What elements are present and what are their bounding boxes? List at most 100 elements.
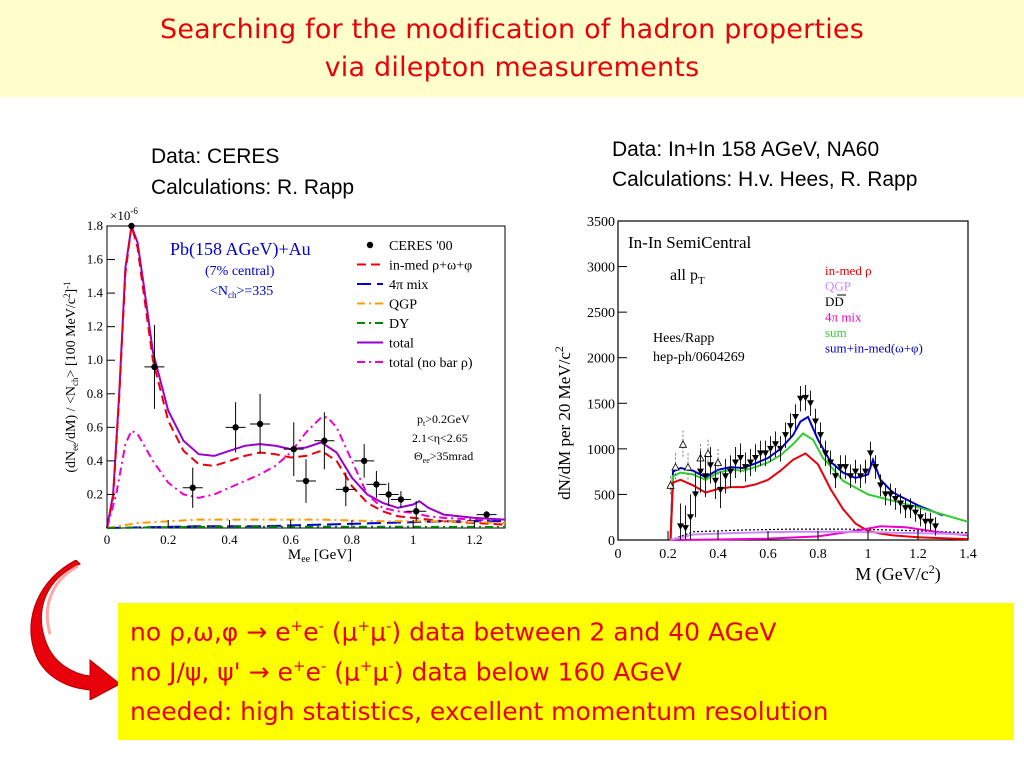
na60-open-point (683, 462, 693, 471)
ceres-legend-label: QGP (389, 298, 417, 313)
na60-title: In-In SemiCentral (628, 233, 751, 252)
ceres-data-point (128, 222, 135, 230)
curved-arrow-icon (30, 560, 121, 700)
na60-data-point (777, 445, 784, 453)
ceres-y-multiplier: ×10-6 (110, 206, 138, 223)
na60-data-point (877, 482, 884, 489)
na60-data-point (832, 473, 839, 480)
ceres-y-tick-label: 1.0 (87, 352, 103, 367)
ceres-x-tick-label: 0.8 (344, 532, 360, 547)
na60-legend-label: sum (825, 325, 847, 340)
title-line-2: via dilepton measurements (324, 52, 700, 83)
na60-data-point (697, 468, 704, 476)
na60-x-tick-label: 0.2 (659, 547, 677, 562)
na60-y-tick-label: 2500 (587, 306, 615, 321)
left-caption-calc: Calculations: R. Rapp (151, 176, 355, 199)
na60-data-point (902, 505, 909, 512)
na60-y-tick-label: 3000 (587, 261, 615, 276)
na60-x-tick-label: 0.8 (809, 547, 827, 562)
na60-data-point (912, 509, 919, 517)
na60-data-point (847, 473, 854, 480)
na60-data-point (737, 454, 744, 462)
na60-open-point (666, 480, 675, 489)
na60-data-point (857, 473, 864, 480)
na60-x-tick-label: 0.4 (709, 547, 727, 562)
na60-ref-authors: Hees/Rapp (653, 331, 714, 346)
na60-legend-label: in-med ρ (825, 263, 872, 278)
ceres-centrality: (7% central) (205, 264, 275, 279)
na60-open-point (671, 462, 680, 471)
na60-data-point (812, 418, 819, 426)
na60-y-tick-label: 3500 (587, 215, 615, 230)
na60-series-1 (669, 432, 969, 541)
na60-legend-label: DD (825, 294, 844, 309)
na60-data-point (882, 491, 889, 498)
na60-data-point (732, 459, 739, 467)
ceres-y-tick-label: 0.6 (87, 419, 104, 434)
right-caption-calc: Calculations: H.v. Hees, R. Rapp (612, 168, 918, 191)
na60-y-tick-label: 2000 (587, 352, 615, 367)
ceres-data-point (189, 484, 196, 491)
ceres-data-point (321, 437, 328, 444)
summary-line-2: no J/ψ, ψ' → e+e- (μ+μ-) data below 160 … (130, 657, 682, 687)
na60-data-point (742, 464, 749, 471)
na60-data-point (852, 468, 859, 476)
ceres-y-tick-label: 0.8 (87, 386, 103, 401)
na60-data-point (727, 468, 734, 476)
ceres-x-tick-label: 1.2 (466, 532, 482, 547)
na60-data-point (747, 459, 754, 467)
na60-data-point (807, 400, 814, 407)
ceres-x-tick-label: 1 (410, 532, 417, 547)
na60-data-point (917, 514, 924, 521)
na60-ref-arxiv: hep-ph/0604269 (653, 350, 745, 365)
ceres-legend-marker (366, 241, 374, 249)
na60-data-point (787, 423, 794, 430)
na60-y-tick-label: 1500 (587, 397, 615, 412)
ceres-cut-eta: 2.1<η<2.65 (412, 431, 468, 445)
na60-data-point (862, 468, 869, 476)
na60-x-tick-label: 0.6 (759, 547, 777, 562)
na60-data-point (817, 432, 824, 439)
na60-series-2 (669, 452, 969, 541)
na60-open-point (678, 439, 688, 448)
na60-data-point (927, 518, 934, 526)
na60-data-point (827, 459, 834, 467)
ceres-data-point (397, 496, 405, 503)
na60-legend-label: QGP (825, 279, 851, 294)
na60-data-point (702, 473, 709, 480)
na60-legend-label: sum+in-med(ω+φ) (825, 341, 923, 356)
na60-data-point (922, 518, 929, 526)
ceres-chart: 0 0.2 0.4 0.6 0.8 1 1.2 0.2 0.4 0.6 0.8 1.0 1.2 1.4 1.… (62, 206, 506, 565)
summary-box: no ρ,ω,φ → e+e- (μ+μ-) data between 2 an… (118, 603, 1014, 740)
na60-data-point (932, 523, 939, 530)
ceres-x-label: Mee [GeV] (288, 547, 352, 565)
ceres-y-label: (dNee/dM) / <Nch> [100 MeV/c2]-1 (62, 281, 80, 472)
na60-data-point (792, 413, 799, 421)
na60-open-point (713, 458, 723, 466)
na60-y-tick-label: 500 (594, 488, 615, 503)
ceres-cut-pt: pt>0.2GeV (417, 412, 470, 428)
ceres-data-point (483, 511, 490, 518)
ceres-data-point (342, 486, 349, 493)
na60-x-tick-label: 1.2 (909, 547, 927, 562)
na60-data-point (767, 445, 774, 453)
na60-data-point (837, 464, 844, 471)
ceres-data-point (360, 457, 368, 465)
na60-data-point (797, 395, 804, 403)
ceres-x-tick-label: 0.2 (160, 532, 176, 547)
ceres-y-tick-label: 0.2 (87, 486, 103, 501)
summary-line-3: needed: high statistics, excellent momen… (130, 697, 829, 726)
na60-data-point (872, 464, 879, 471)
na60-data-point (822, 450, 829, 457)
na60-data-point (842, 464, 849, 471)
na60-data-point (682, 525, 689, 532)
na60-x-tick-label: 1 (865, 547, 872, 562)
ceres-data-point (290, 445, 297, 453)
na60-plot-frame (617, 220, 969, 541)
ceres-y-tick-label: 1.2 (87, 319, 103, 334)
na60-data-point (687, 514, 694, 521)
ceres-x-tick-label: 0.4 (221, 532, 238, 547)
na60-data-point (772, 441, 779, 448)
right-caption-data: Data: In+In 158 AGeV, NA60 (612, 138, 880, 161)
ceres-title: Pb(158 AGeV)+Au (170, 239, 311, 260)
